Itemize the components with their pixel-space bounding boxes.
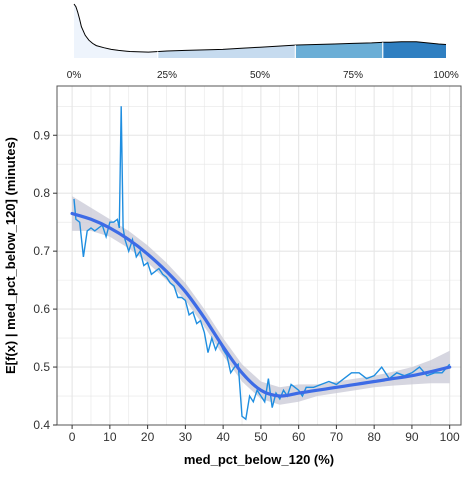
- distribution-quartile-label: 25%: [157, 70, 177, 81]
- distribution-quartile-label: 75%: [343, 70, 363, 81]
- y-axis-ticks: 0.4 0.5 0.6 0.7 0.8 0.9: [33, 128, 57, 432]
- x-gridlines: [71, 86, 451, 425]
- y-axis-label: E[f(x) | med_pct_below_120] (minutes): [3, 137, 18, 374]
- distribution-quartile-dividers: [157, 42, 384, 58]
- y-tick-label: 0.5: [33, 360, 50, 374]
- distribution-quartile-fills: [74, 4, 446, 58]
- distribution-quartile-fill: [382, 41, 446, 58]
- x-tick-label: 70: [330, 430, 344, 444]
- x-axis-ticks: 0 10 20 30 40 50 60 70 80 90 100: [69, 425, 460, 444]
- distribution-quartile-fill: [157, 45, 296, 58]
- x-tick-label: 20: [141, 430, 155, 444]
- x-tick-label: 30: [179, 430, 193, 444]
- x-axis-label: med_pct_below_120 (%): [184, 452, 334, 467]
- y-tick-label: 0.8: [33, 186, 50, 200]
- distribution-quartile-label: 50%: [250, 70, 270, 81]
- y-tick-label: 0.4: [33, 418, 50, 432]
- x-tick-label: 80: [367, 430, 381, 444]
- distribution-quartile-fill: [74, 4, 158, 58]
- distribution-density-line: [73, 3, 447, 53]
- distribution-panel: 0% 25% 50% 75% 100%: [67, 3, 459, 81]
- x-tick-label: 90: [405, 430, 419, 444]
- smoothed-effect-line: [70, 211, 452, 398]
- plot-background: [57, 86, 461, 425]
- distribution-quartile-label: 0%: [67, 70, 82, 81]
- x-tick-label: 10: [103, 430, 117, 444]
- x-tick-label: 40: [216, 430, 230, 444]
- x-tick-label: 50: [254, 430, 268, 444]
- x-tick-label: 0: [69, 430, 76, 444]
- main-panel: 0 10 20 30 40 50 60 70 80 90 100 0.40.50.60.70.80.…: [3, 85, 462, 467]
- distribution-quartile-fill: [295, 42, 383, 58]
- distribution-quartile-labels: 0% 25% 50% 75% 100%: [67, 70, 459, 81]
- x-tick-label: 60: [292, 430, 306, 444]
- x-tick-label: 100: [440, 430, 460, 444]
- y-tick-label: 0.7: [33, 244, 50, 258]
- distribution-quartile-label: 100%: [433, 70, 459, 81]
- y-tick-label: 0.6: [33, 302, 50, 316]
- y-tick-label: 0.9: [33, 128, 50, 142]
- plot-frame: [56, 85, 462, 426]
- confidence-band: [72, 196, 450, 405]
